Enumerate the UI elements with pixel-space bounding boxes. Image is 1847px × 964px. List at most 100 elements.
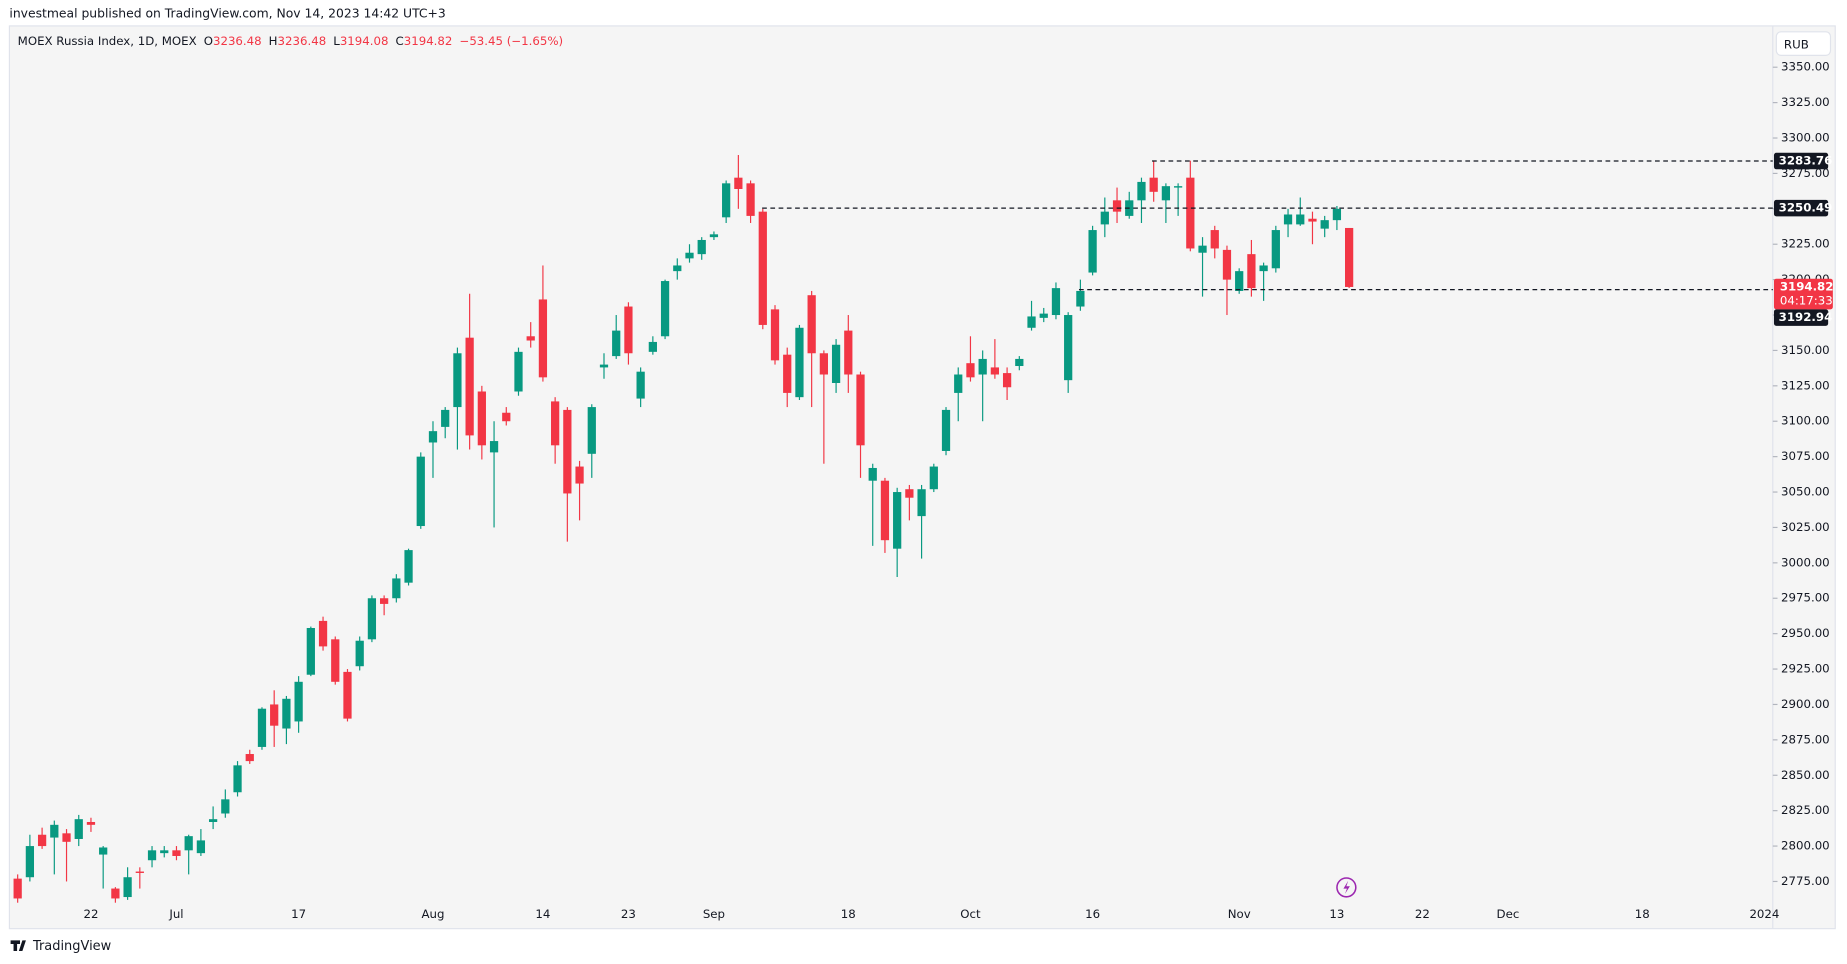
- candle-body: [245, 754, 254, 762]
- legend-c-value: 3194.82: [404, 34, 453, 48]
- line-price-badge: [1773, 152, 1829, 170]
- candle-body: [489, 441, 499, 453]
- candle-body: [62, 833, 71, 842]
- y-tick-label: 2900.00: [1781, 697, 1830, 711]
- candle-body: [233, 765, 242, 793]
- candle-body: [612, 330, 621, 357]
- candle-body: [783, 354, 792, 393]
- candle-body: [196, 840, 206, 854]
- candle-body: [135, 871, 144, 873]
- footer-brand: TradingView: [32, 939, 112, 954]
- candle-body: [526, 336, 535, 341]
- y-tick-label: 3150.00: [1781, 343, 1830, 357]
- candle-body: [1283, 214, 1293, 225]
- candle-body: [343, 671, 352, 719]
- legend-o-label: O: [204, 34, 213, 48]
- legend: MOEX Russia Index, 1D, MOEX O3236.48 H3236…: [18, 34, 563, 48]
- candle-body: [880, 480, 890, 541]
- candle-body: [318, 620, 328, 647]
- alert-bolt[interactable]: [1343, 880, 1350, 894]
- candle-body: [416, 456, 425, 527]
- candle-body: [86, 821, 96, 825]
- y-tick-label: 2825.00: [1781, 803, 1830, 817]
- line-price-label: 3192.94: [1779, 310, 1833, 324]
- candle-body: [551, 401, 560, 446]
- candle-body: [856, 374, 865, 446]
- candle-body: [1296, 214, 1305, 225]
- y-tick-label: 3125.00: [1781, 378, 1830, 392]
- candle-body: [1039, 313, 1048, 318]
- candle-body: [1271, 230, 1280, 269]
- candle-body: [807, 295, 816, 354]
- x-tick-label: 2024: [1749, 907, 1779, 921]
- x-tick-label: 23: [621, 907, 636, 921]
- last-price-label: 3194.82: [1780, 279, 1834, 293]
- y-tick-label: 3100.00: [1781, 414, 1830, 428]
- y-tick-label: 2925.00: [1781, 662, 1830, 676]
- x-tick-label: 13: [1329, 907, 1344, 921]
- y-tick-label: 3050.00: [1781, 485, 1830, 499]
- x-tick-label: Aug: [421, 907, 444, 921]
- candle-body: [111, 888, 120, 899]
- candle-body: [893, 492, 902, 549]
- candle-body: [966, 363, 975, 378]
- candle-body: [441, 409, 450, 427]
- candle-body: [1210, 230, 1219, 249]
- candle-body: [453, 353, 462, 408]
- y-tick-label: 3025.00: [1781, 520, 1830, 534]
- x-tick-label: 18: [841, 907, 856, 921]
- candle-body: [587, 407, 596, 454]
- candle-body: [37, 834, 47, 847]
- y-tick-label: 2950.00: [1781, 626, 1830, 640]
- y-tick-label: 3325.00: [1781, 95, 1830, 109]
- candle-body: [380, 598, 389, 604]
- alert-icon[interactable]: [1336, 877, 1357, 898]
- legend-c-label: C: [396, 34, 404, 48]
- candle-body: [1149, 177, 1158, 192]
- candle-body: [844, 330, 853, 375]
- candle-body: [1198, 245, 1207, 253]
- candle-body: [1308, 218, 1317, 222]
- y-tick-label: 2775.00: [1781, 874, 1830, 888]
- candle-body: [941, 409, 951, 451]
- candle-body: [1332, 208, 1342, 221]
- candle-body: [355, 640, 364, 667]
- candle-body: [428, 431, 438, 443]
- legend-h-label: H: [269, 34, 278, 48]
- candle-body: [978, 358, 987, 375]
- y-tick-label: 3075.00: [1781, 449, 1830, 463]
- candle-body: [734, 177, 743, 189]
- candle-body: [404, 550, 413, 583]
- candle-body: [1002, 373, 1012, 388]
- footer-logo: TradingView: [10, 939, 112, 954]
- currency-button[interactable]: [1775, 31, 1832, 56]
- candle-body: [208, 819, 218, 822]
- candle-body: [831, 344, 841, 384]
- y-tick-label: 3275.00: [1781, 166, 1830, 180]
- candle-body: [990, 367, 1000, 375]
- candle-body: [25, 846, 35, 878]
- candle-body: [770, 309, 780, 361]
- candle-body: [477, 391, 486, 446]
- chart-pane: [8, 25, 1836, 930]
- x-tick-label: 22: [1415, 907, 1430, 921]
- candle-body: [673, 265, 682, 272]
- candle-body: [1235, 271, 1244, 291]
- alert-ring[interactable]: [1336, 877, 1357, 898]
- y-tick-label: 3350.00: [1781, 60, 1830, 74]
- candle-body: [184, 836, 193, 851]
- publish-header: investmeal published on TradingView.com,…: [9, 7, 445, 21]
- currency-label[interactable]: RUB: [1784, 37, 1809, 51]
- candle-body: [74, 819, 83, 839]
- candle-body: [294, 681, 303, 722]
- legend-o-value: 3236.48: [213, 34, 262, 48]
- candle-body: [575, 466, 584, 484]
- candle-body: [905, 489, 914, 498]
- x-tick-label: 18: [1635, 907, 1650, 921]
- candle-body: [819, 353, 828, 375]
- candle-body: [123, 877, 132, 898]
- line-price-label: 3283.76: [1779, 154, 1833, 168]
- y-tick-label: 3000.00: [1781, 555, 1830, 569]
